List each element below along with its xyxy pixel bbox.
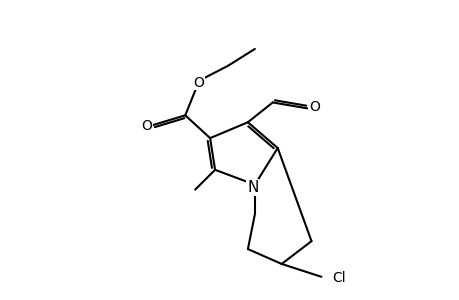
Text: O: O	[141, 119, 151, 133]
Text: N: N	[246, 180, 258, 195]
Text: O: O	[193, 76, 204, 90]
Text: O: O	[308, 100, 319, 114]
Text: Cl: Cl	[332, 271, 345, 285]
